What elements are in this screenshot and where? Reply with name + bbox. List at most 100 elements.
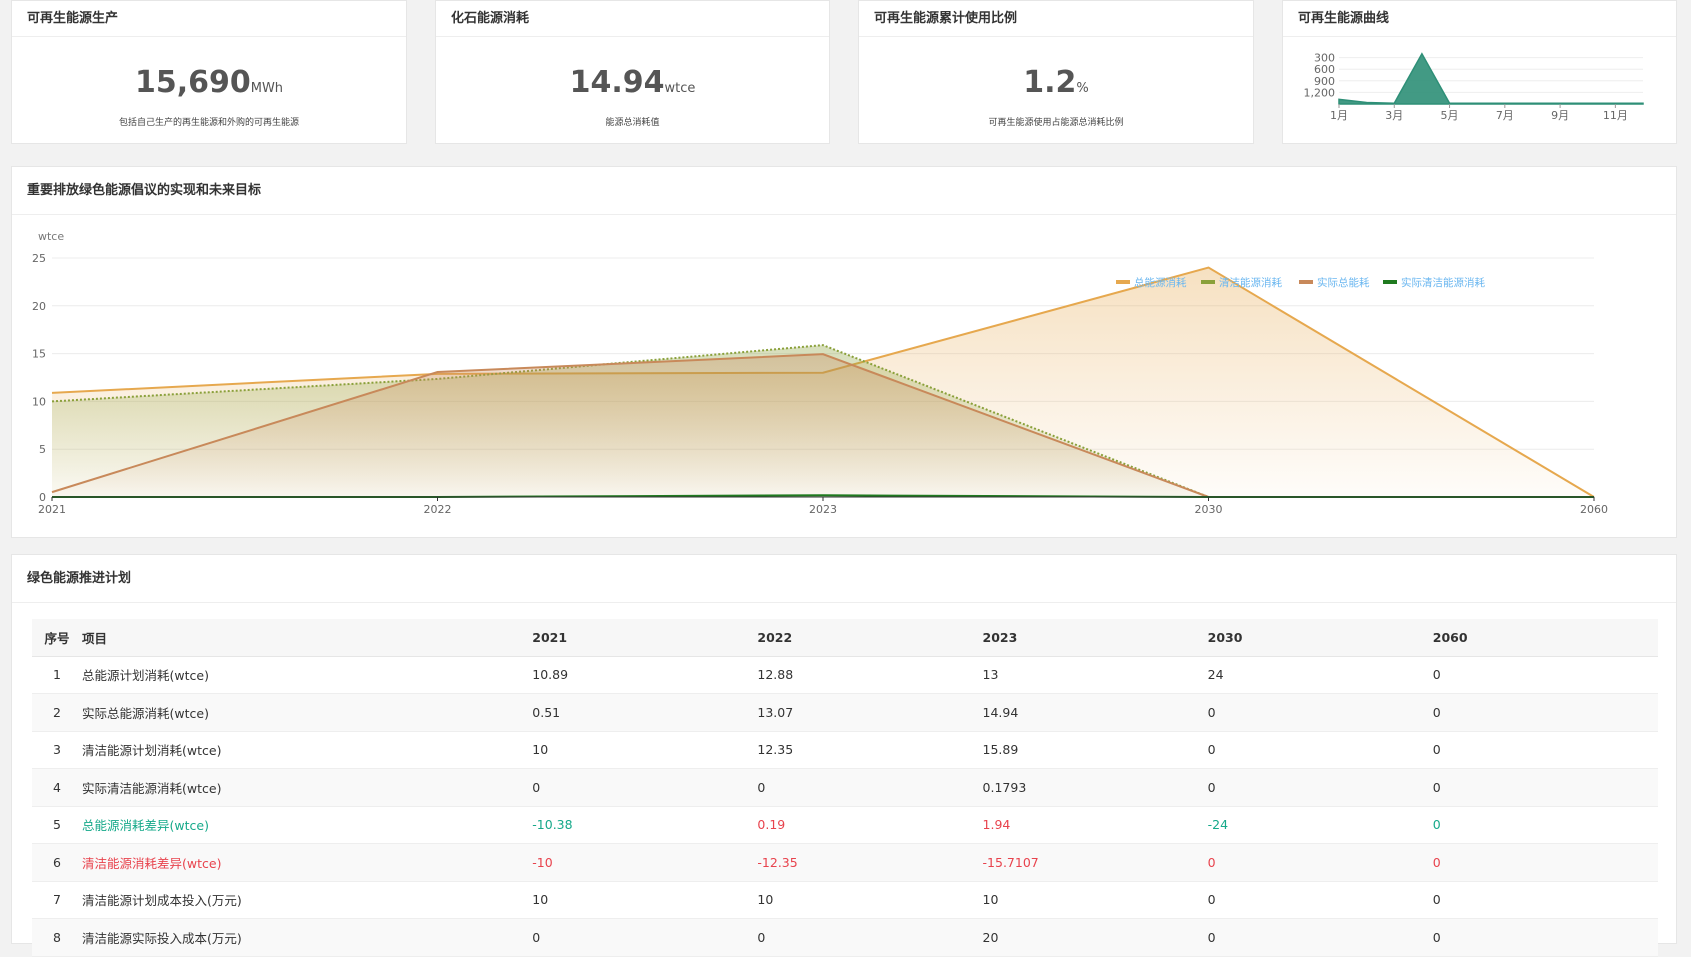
- row-item: 总能源计划消耗(wtce): [82, 656, 533, 694]
- legend-label: 清洁能源消耗: [1219, 276, 1282, 289]
- row-item: 清洁能源计划消耗(wtce): [82, 731, 533, 769]
- row-value: 0.1793: [982, 768, 1208, 807]
- row-value: -12.35: [757, 843, 983, 882]
- table-title: 绿色能源推进计划: [12, 555, 1676, 603]
- main-chart-card: 重要排放绿色能源倡议的实现和未来目标 wtce 0 5 10 15 20 25 2021 202…: [11, 166, 1677, 538]
- row-value: 0: [532, 768, 758, 807]
- row-index: 6: [32, 843, 83, 882]
- table-row: 2 实际总能源消耗(wtce) 0.51 13.07 14.94 0 0: [32, 693, 1658, 732]
- row-item: 实际清洁能源消耗(wtce): [82, 768, 533, 807]
- table-row: 3 清洁能源计划消耗(wtce) 10 12.35 15.89 0 0: [32, 731, 1658, 769]
- row-item: 实际总能源消耗(wtce): [82, 693, 533, 732]
- x-tick-label: 2021: [38, 503, 66, 516]
- legend-item[interactable]: 清洁能源消耗: [1201, 276, 1282, 289]
- card-title: 可再生能源累计使用比例: [859, 1, 1253, 37]
- y-tick-label: 15: [32, 348, 46, 361]
- stat-number: 14.94: [569, 65, 665, 100]
- y-tick-label: 25: [32, 252, 46, 265]
- row-value: 0: [1432, 768, 1658, 807]
- main-chart-title: 重要排放绿色能源倡议的实现和未来目标: [12, 167, 1676, 215]
- series-line[interactable]: [51, 353, 1209, 498]
- row-value: 0: [1207, 881, 1433, 919]
- row-value: 15.89: [982, 731, 1208, 769]
- row-value: 0: [1432, 843, 1658, 882]
- row-item: 总能源消耗差异(wtce): [82, 806, 533, 844]
- stat-description: 可再生能源使用占能源总消耗比例: [988, 118, 1124, 128]
- row-value: 0: [757, 768, 983, 807]
- row-value: 12.35: [757, 731, 983, 769]
- x-tick-label: 2030: [1195, 503, 1223, 516]
- stat-unit: MWh: [250, 81, 284, 96]
- main-line-chart[interactable]: wtce 0 5 10 15 20 25 2021 2022 2023 2030 2060 总能源消耗 清…: [12, 216, 1676, 538]
- legend-swatch: [1299, 280, 1313, 284]
- y-tick-label: 10: [32, 395, 46, 408]
- row-value: 10: [757, 881, 983, 919]
- row-value: 0: [1432, 656, 1658, 694]
- card-title: 可再生能源曲线: [1283, 1, 1676, 37]
- row-index: 4: [32, 768, 83, 807]
- card-title: 化石能源消耗: [436, 1, 829, 37]
- row-value: -24: [1207, 806, 1433, 844]
- table-row: 4 实际清洁能源消耗(wtce) 0 0 0.1793 0 0: [32, 768, 1658, 807]
- legend-swatch: [1116, 280, 1130, 284]
- row-value: 0: [1432, 918, 1658, 957]
- row-value: 0.19: [757, 806, 983, 844]
- legend-label: 实际清洁能源消耗: [1401, 276, 1485, 289]
- row-value: 10: [982, 881, 1208, 919]
- table-row: 7 清洁能源计划成本投入(万元) 10 10 10 0 0: [32, 881, 1658, 919]
- row-value: 10: [532, 881, 758, 919]
- stat-value: 15,690MWh: [12, 63, 406, 103]
- card-title: 可再生能源生产: [12, 1, 406, 37]
- row-value: 13.07: [757, 693, 983, 732]
- mini-y-tick: 900: [1314, 75, 1335, 88]
- x-tick-label: 2060: [1580, 503, 1608, 516]
- plan-table: 序号 项目 2021 2022 2023 2030 2060 1 总能源计划消耗(…: [32, 619, 1658, 957]
- row-value: -15.7107: [982, 843, 1208, 882]
- row-index: 7: [32, 881, 83, 919]
- row-value: 10: [532, 731, 758, 769]
- series-line[interactable]: [51, 344, 1209, 498]
- row-value: 0: [532, 918, 758, 957]
- table-row: 5 总能源消耗差异(wtce) -10.38 0.19 1.94 -24 0: [32, 806, 1658, 844]
- mini-x-tick: 9月: [1551, 109, 1569, 122]
- x-tick-label: 2022: [424, 503, 452, 516]
- header-index: 序号: [32, 619, 83, 657]
- mini-area-series: [1338, 52, 1644, 105]
- row-value: 0: [1207, 768, 1433, 807]
- stat-unit: wtce: [664, 81, 696, 96]
- legend-item[interactable]: 实际总能耗: [1299, 276, 1370, 289]
- row-value: 0: [1432, 693, 1658, 732]
- row-value: 0.51: [532, 693, 758, 732]
- card-renewable-ratio: 可再生能源累计使用比例 1.2% 可再生能源使用占能源总消耗比例: [858, 0, 1254, 144]
- row-value: 0: [1432, 881, 1658, 919]
- legend-label: 总能源消耗: [1134, 276, 1187, 289]
- row-value: 0: [757, 918, 983, 957]
- legend-swatch: [1383, 280, 1397, 284]
- legend-item[interactable]: 实际清洁能源消耗: [1383, 276, 1485, 289]
- table-row: 6 清洁能源消耗差异(wtce) -10 -12.35 -15.7107 0 0: [32, 843, 1658, 882]
- row-value: 12.88: [757, 656, 983, 694]
- card-renewable-curve: 可再生能源曲线 1,200 900 600 300 1月 3月 5月 7月 9月 11月: [1282, 0, 1677, 144]
- header-item: 项目: [82, 619, 533, 657]
- header-2060: 2060: [1432, 619, 1658, 657]
- header-2023: 2023: [982, 619, 1208, 657]
- y-tick-label: 0: [39, 491, 46, 504]
- stat-unit: %: [1076, 81, 1089, 96]
- row-index: 2: [32, 693, 83, 732]
- row-value: 0: [1207, 843, 1433, 882]
- header-2021: 2021: [532, 619, 758, 657]
- card-fossil-consumption: 化石能源消耗 14.94wtce 能源总消耗值: [435, 0, 830, 144]
- row-index: 3: [32, 731, 83, 769]
- row-item: 清洁能源实际投入成本(万元): [82, 918, 533, 957]
- row-value: 0: [1432, 806, 1658, 844]
- header-2022: 2022: [757, 619, 983, 657]
- mini-y-tick: 600: [1314, 63, 1335, 76]
- series-area: [52, 354, 1209, 497]
- mini-x-tick: 7月: [1496, 109, 1514, 122]
- table-row: 8 清洁能源实际投入成本(万元) 0 0 20 0 0: [32, 918, 1658, 957]
- legend-item[interactable]: 总能源消耗: [1116, 276, 1187, 289]
- row-value: 14.94: [982, 693, 1208, 732]
- stat-number: 15,690: [134, 65, 251, 100]
- plan-table-card: 绿色能源推进计划 序号 项目 2021 2022 2023 2030 2060 …: [11, 554, 1677, 957]
